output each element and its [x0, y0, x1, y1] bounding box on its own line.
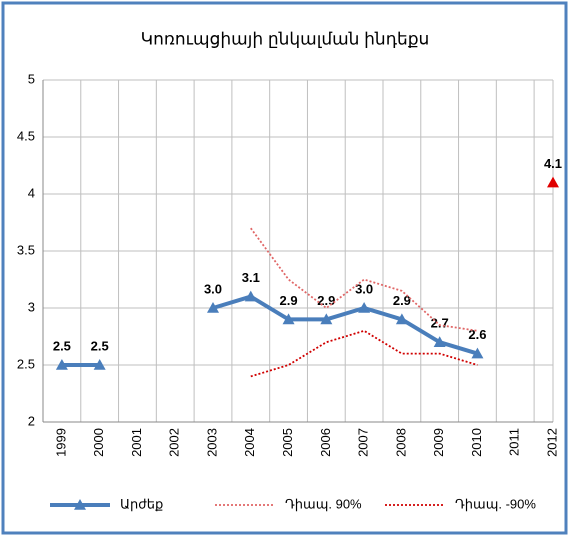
- point-marker: [471, 347, 484, 359]
- x-tick-label: 2009: [431, 428, 446, 457]
- data-label: 2.6: [468, 327, 486, 342]
- data-label: 2.5: [53, 338, 71, 353]
- data-label: 3.0: [204, 281, 222, 296]
- data-label: 2.5: [91, 338, 109, 353]
- y-tick-label: 2.5: [17, 356, 35, 371]
- y-tick-label: 5: [28, 71, 35, 86]
- x-tick-label: 2008: [393, 428, 408, 457]
- point-marker: [282, 313, 295, 325]
- point-marker: [358, 302, 371, 313]
- series-line: [250, 227, 478, 332]
- data-label: 2.9: [280, 293, 298, 308]
- series-line: [250, 329, 478, 378]
- data-label: 3.1: [242, 270, 260, 285]
- y-tick-label: 4.5: [17, 128, 35, 143]
- data-label: 2.7: [431, 316, 449, 331]
- legend-label: Դիապ. -90%: [455, 496, 536, 511]
- data-label: 2.9: [393, 293, 411, 308]
- data-label: 2.9: [317, 293, 335, 308]
- y-tick-label: 3.5: [17, 242, 35, 257]
- point-marker: [547, 176, 559, 188]
- point-marker: [55, 359, 68, 370]
- point-marker: [244, 290, 257, 302]
- chart-title: Կոռուպցիայի ընկալման ինդեքս: [141, 29, 430, 48]
- x-tick-label: 2006: [318, 428, 333, 457]
- legend-label: Արժեք: [120, 496, 163, 511]
- x-tick-label: 2000: [91, 428, 106, 457]
- x-tick-label: 2010: [469, 428, 484, 457]
- x-tick-label: 2012: [544, 428, 559, 457]
- legend-label: Դիապ. 90%: [285, 496, 362, 511]
- legend-marker: [74, 499, 86, 510]
- x-tick-label: 2011: [507, 428, 522, 456]
- point-marker: [207, 302, 219, 313]
- y-tick-label: 4: [28, 185, 35, 200]
- point-marker: [93, 359, 106, 370]
- y-tick-label: 2: [28, 413, 35, 428]
- point-marker: [320, 313, 333, 325]
- point-marker: [433, 336, 446, 347]
- y-tick-label: 3: [28, 299, 35, 314]
- data-label: 4.1: [544, 156, 562, 171]
- x-tick-label: 2002: [167, 428, 182, 457]
- x-tick-label: 2003: [204, 428, 219, 457]
- x-tick-label: 2005: [280, 428, 295, 457]
- point-marker: [395, 313, 408, 325]
- x-tick-label: 1999: [53, 428, 68, 457]
- x-tick-label: 2004: [242, 428, 257, 457]
- x-tick-label: 2001: [129, 428, 144, 457]
- x-tick-label: 2007: [356, 428, 371, 457]
- data-label: 3.0: [355, 281, 373, 296]
